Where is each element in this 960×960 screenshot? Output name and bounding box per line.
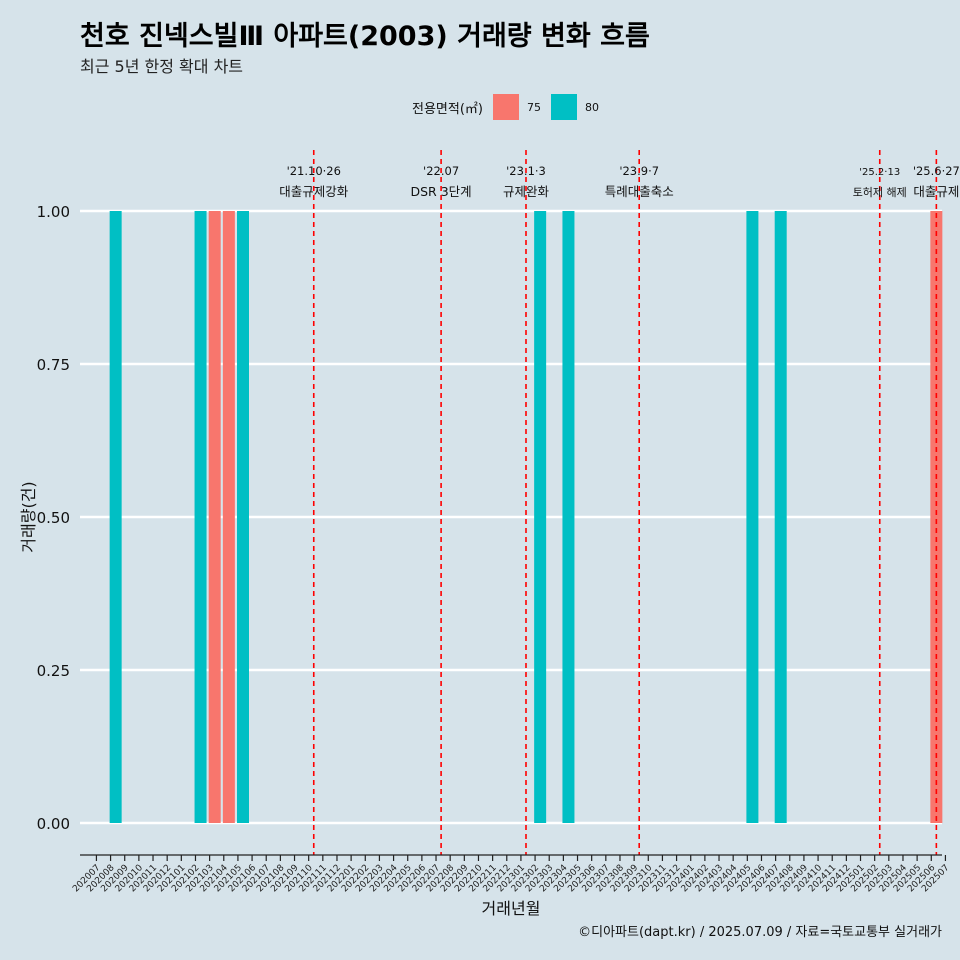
legend-title: 전용면적(㎡) [412,101,483,117]
legend: 전용면적(㎡) 75 80 [412,92,609,122]
legend-swatch-75 [492,94,519,120]
annotation-label: 대출규제강화 [279,184,349,199]
bar [746,211,759,823]
annotation-date: '21.10·26 [287,164,341,178]
y-tick-label: 0.00 [37,815,70,833]
bar [194,211,207,823]
legend-label-75: 75 [526,100,541,114]
bar [237,211,249,823]
annotation-date: '23.9·7 [619,164,659,178]
y-tick-label: 0.75 [37,356,70,374]
annotation-label: DSR 3단계 [411,184,472,199]
annotation-date: '22.07 [423,164,459,178]
annotation-date: '23.1·3 [506,164,546,178]
legend-label-80: 80 [584,100,599,114]
y-tick-label: 0.50 [37,509,70,527]
caption: ©디아파트(dapt.kr) / 2025.07.09 / 자료=국토교통부 실… [578,925,942,940]
annotation-label: 규제완화 [503,184,550,199]
legend-item-80: 80 [550,94,603,120]
y-tick-label: 1.00 [37,203,70,221]
annotation-date: '25.6·27 [913,164,960,178]
bar [534,211,547,823]
chart-subtitle: 최근 5년 한정 확대 차트 [80,57,244,76]
y-tick-label: 0.25 [37,662,70,680]
bar [109,211,122,823]
legend-swatch-80 [550,94,577,120]
y-axis-title: 거래량(건) [19,481,38,552]
annotation-label: 토허제 해제 [853,185,907,199]
bar [562,211,575,823]
x-axis-title: 거래년월 [482,899,541,918]
bar [930,211,943,823]
bar [208,211,221,823]
annotation-label: 특례대출축소 [605,184,674,199]
chart-title: 천호 진넥스빌Ⅲ 아파트(2003) 거래량 변화 흐름 [80,21,650,52]
bar [774,211,787,823]
legend-item-75: 75 [492,94,545,120]
bar [222,211,235,823]
annotation-label: 대출규제 [913,184,959,199]
annotation-date: '25.2·13 [859,167,900,178]
